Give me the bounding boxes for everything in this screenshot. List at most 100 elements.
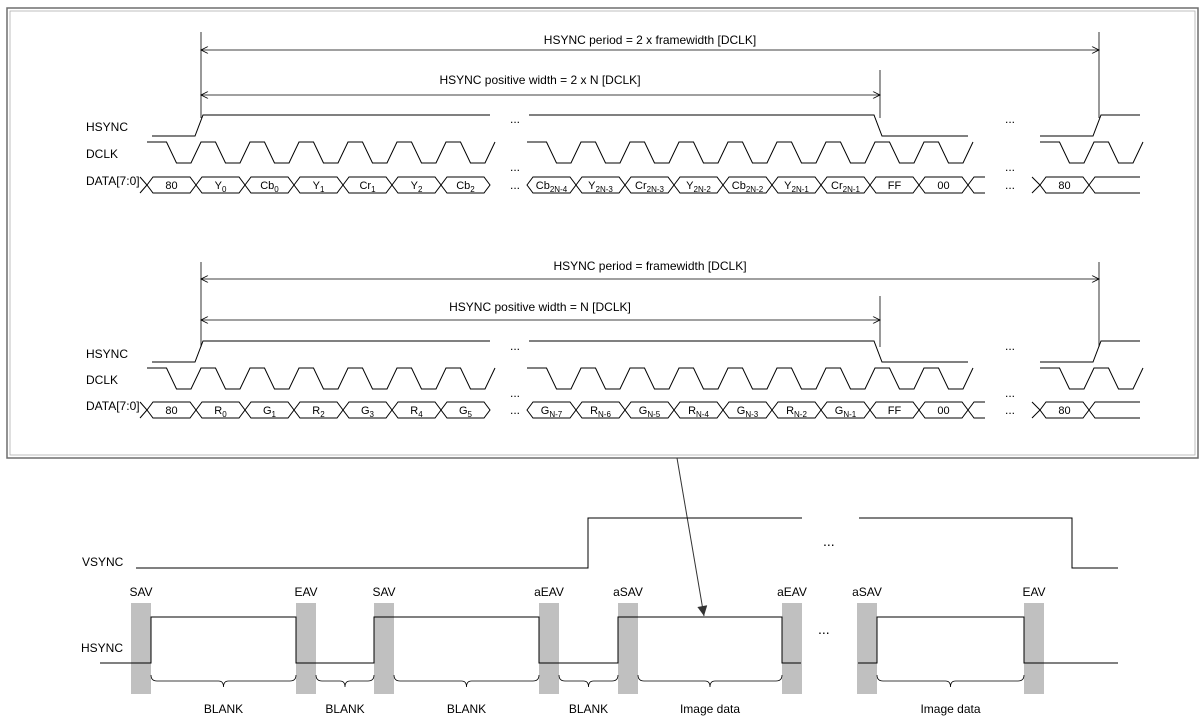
bus-value: R0 xyxy=(214,405,227,419)
clock-trace xyxy=(527,141,974,164)
hsync-ellipsis: ... xyxy=(510,112,520,126)
frame-timing: VSYNC ... HSYNC SAV EAV SAV aEAV aSAV aEAV aSA… xyxy=(81,517,1118,716)
bus-value: FF xyxy=(888,180,902,192)
sync-code-block xyxy=(618,603,638,694)
bus-value: Y2N-2 xyxy=(686,180,711,194)
hsync-ellipsis-right: ... xyxy=(1005,339,1015,353)
bus-value: FF xyxy=(888,405,902,417)
bus-value: Cb2N-4 xyxy=(536,180,568,194)
sync-code-label: SAV xyxy=(372,585,395,599)
interval-brace xyxy=(637,674,783,688)
positive-width-label: HSYNC positive width = 2 x N [DCLK] xyxy=(439,73,640,87)
vsync-signal-label: VSYNC xyxy=(82,555,124,569)
hsync-frame-ellipsis: ... xyxy=(818,621,830,637)
dclk-waveform xyxy=(147,141,1144,164)
interval-brace xyxy=(315,674,375,688)
ycbcr-line-timing: HSYNC period = 2 x framewidth [DCLK] HSY… xyxy=(86,32,1144,194)
hsync-signal-label: HSYNC xyxy=(86,347,128,361)
clock-trace xyxy=(147,367,496,390)
interval-label: BLANK xyxy=(204,702,243,716)
dclk-signal-label: DCLK xyxy=(86,373,118,387)
hsync-ellipsis: ... xyxy=(510,339,520,353)
bus-value: Y2N-1 xyxy=(784,180,809,194)
bus-value: Y2 xyxy=(411,180,423,194)
rgb-line-timing: HSYNC period = framewidth [DCLK] HSYNC p… xyxy=(86,259,1144,419)
data-bus-waveform: 80 R0 G1 R2 G3 R4 G5 GN-7 RN-6 GN-5 RN-4 GN-3 RN-2 GN… xyxy=(139,401,1140,419)
bus-ellipsis-right: ... xyxy=(1005,403,1015,417)
clock-trace xyxy=(147,141,496,164)
interval-brace xyxy=(876,674,1025,688)
bus-value: Cb0 xyxy=(260,180,279,194)
bus-value: Y0 xyxy=(215,180,227,194)
sync-code-block xyxy=(782,603,802,694)
hsync-frame-waveform xyxy=(100,616,1118,664)
bus-value: Y1 xyxy=(313,180,325,194)
bus-value: GN-7 xyxy=(541,405,563,419)
bus-cells-outline xyxy=(146,176,491,194)
sync-code-label: aSAV xyxy=(613,585,643,599)
interval-brace xyxy=(558,674,619,688)
sync-code-label: SAV xyxy=(129,585,152,599)
bus-value: 80 xyxy=(165,180,177,192)
dclk-ellipsis: ... xyxy=(510,160,520,174)
bus-value: GN-1 xyxy=(835,405,857,419)
bus-value: Y2N-3 xyxy=(588,180,613,194)
bus-ellipsis-right: ... xyxy=(1005,178,1015,192)
bus-value: Cb2 xyxy=(456,180,475,194)
sync-code-label: EAV xyxy=(294,585,317,599)
interval-label: Image data xyxy=(920,702,980,716)
sync-code-label: aEAV xyxy=(534,585,564,599)
bus-value: 80 xyxy=(1058,405,1070,417)
interval-brace xyxy=(393,674,540,688)
bus-value: GN-5 xyxy=(639,405,661,419)
bus-value: Cr2N-1 xyxy=(831,180,861,194)
bus-value: 80 xyxy=(165,405,177,417)
hsync-waveform xyxy=(152,114,1140,137)
bus-value: GN-3 xyxy=(737,405,759,419)
data-bus-label: DATA[7:0] xyxy=(86,399,140,413)
bus-ellipsis: ... xyxy=(510,403,520,417)
bus-value: Cr2N-3 xyxy=(635,180,665,194)
vsync-ellipsis: ... xyxy=(823,533,835,549)
bus-value: 80 xyxy=(1058,180,1070,192)
bus-value: Cb2N-2 xyxy=(732,180,764,194)
dclk-ellipsis-right: ... xyxy=(1005,386,1015,400)
sync-code-block xyxy=(296,603,316,694)
hsync-trace xyxy=(152,340,1140,363)
bus-value: RN-4 xyxy=(688,405,709,419)
bus-ellipsis: ... xyxy=(510,178,520,192)
bus-value: RN-6 xyxy=(590,405,611,419)
data-bus-label: DATA[7:0] xyxy=(86,174,140,188)
sync-code-label: aEAV xyxy=(777,585,807,599)
dclk-ellipsis: ... xyxy=(510,386,520,400)
interval-label: BLANK xyxy=(325,702,364,716)
bus-value: 00 xyxy=(937,405,949,417)
interval-label: BLANK xyxy=(447,702,486,716)
zoom-connector-arrow xyxy=(676,457,708,617)
bus-value: G1 xyxy=(263,405,277,419)
period-label: HSYNC period = 2 x framewidth [DCLK] xyxy=(544,33,756,47)
bus-value: 00 xyxy=(937,180,949,192)
data-bus-waveform: 80 Y0 Cb0 Y1 Cr1 Y2 Cb2 Cb2N-4 Y2N-3 Cr2N-3 Y2N-2 C… xyxy=(139,176,1140,194)
bus-value: G5 xyxy=(459,405,473,419)
bus-value: R4 xyxy=(410,405,423,419)
line-timing-frame xyxy=(6,7,1199,459)
hsync-signal-label: HSYNC xyxy=(81,641,123,655)
hsync-trace xyxy=(152,114,1140,137)
hsync-waveform xyxy=(152,340,1140,363)
sync-code-block xyxy=(374,603,394,694)
interval-brace xyxy=(150,674,297,688)
sync-code-block xyxy=(131,603,151,694)
sync-code-label: aSAV xyxy=(852,585,882,599)
bus-value: RN-2 xyxy=(786,405,807,419)
clock-trace xyxy=(1040,367,1144,390)
sync-code-block xyxy=(857,603,877,694)
period-label: HSYNC period = framewidth [DCLK] xyxy=(553,259,746,273)
hsync-signal-label: HSYNC xyxy=(86,120,128,134)
sync-code-label: EAV xyxy=(1022,585,1045,599)
dclk-ellipsis-right: ... xyxy=(1005,160,1015,174)
sync-code-block xyxy=(1024,603,1044,694)
sync-code-block xyxy=(539,603,559,694)
bus-value: R2 xyxy=(312,405,325,419)
